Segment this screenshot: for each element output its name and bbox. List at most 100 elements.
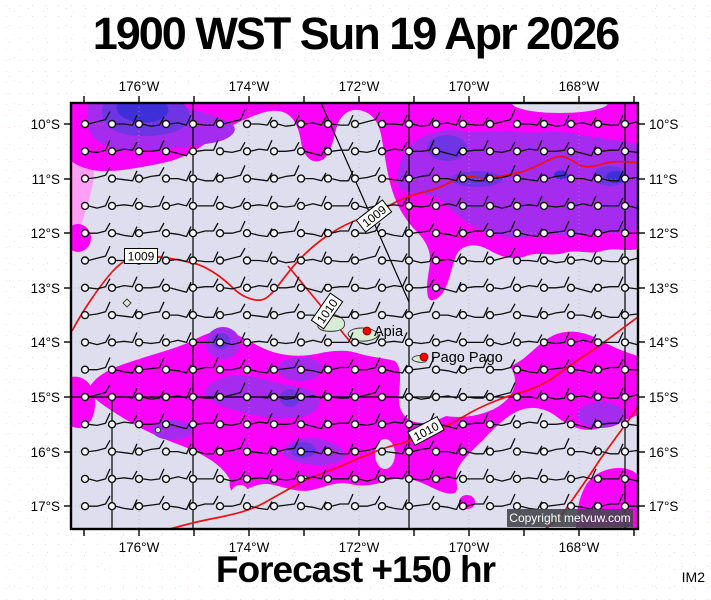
barb-shaft — [466, 172, 489, 182]
wind-barb — [620, 119, 638, 129]
barb-station-circle — [377, 174, 387, 183]
barb-shaft — [358, 278, 381, 290]
barb-shaft — [358, 139, 381, 154]
barb-station-circle — [323, 283, 333, 292]
wind-barb — [107, 470, 138, 484]
barb-shaft — [412, 278, 435, 289]
city-label: Pago Pago — [431, 350, 503, 366]
wind-barb — [485, 276, 516, 292]
barb-shaft — [358, 439, 381, 453]
barb-station-circle — [458, 201, 468, 211]
barb-station-circle — [350, 119, 360, 129]
barb-shaft — [574, 468, 597, 480]
barb-shaft — [466, 222, 489, 234]
wind-barb — [296, 145, 327, 157]
barb-station-circle — [134, 201, 144, 211]
barb-station-circle — [107, 392, 117, 402]
wind-barb — [485, 141, 516, 156]
barb-shaft — [547, 253, 570, 264]
barb-station-circle — [80, 119, 90, 129]
barb-station-circle — [215, 447, 225, 456]
barb-shaft — [520, 468, 543, 480]
barb-shaft — [601, 443, 624, 455]
barb-station-circle — [107, 174, 117, 183]
barb-station-circle — [215, 228, 225, 238]
wind-barb — [323, 387, 354, 402]
barb-station-circle — [593, 119, 603, 129]
wind-barb — [80, 334, 111, 347]
barb-shaft — [142, 412, 165, 425]
lat-label-left: 13°S — [31, 281, 60, 296]
barb-station-circle — [458, 502, 468, 511]
wind-barb — [161, 470, 192, 484]
wind-barb — [215, 332, 246, 347]
barb-station-circle — [566, 474, 576, 484]
wind-barb — [458, 172, 489, 183]
wind-barb — [296, 251, 327, 265]
lon-label-top: 168°W — [559, 79, 600, 94]
barb-shaft — [223, 276, 246, 290]
barb-shaft — [493, 359, 516, 371]
barb-shaft — [466, 116, 489, 126]
wind-barb — [161, 443, 192, 456]
barb-station-circle — [593, 228, 603, 238]
barb-shaft — [277, 141, 300, 152]
wind-barb — [215, 141, 246, 156]
chart-title: 1900 WST Sun 19 Apr 2026 — [92, 8, 621, 59]
wind-barb — [107, 276, 138, 292]
barb-shaft — [169, 470, 192, 480]
barb-shaft — [250, 228, 273, 238]
wind-barb — [512, 172, 543, 183]
wind-barb — [188, 278, 219, 292]
barb-station-circle — [566, 392, 576, 402]
wind-barb — [539, 359, 570, 374]
wind-barb — [188, 307, 219, 320]
barb-station-circle — [431, 256, 441, 265]
wind-barb — [377, 170, 408, 183]
wind-barb — [458, 389, 489, 402]
barb-station-circle — [242, 147, 252, 156]
barb-station-circle — [134, 447, 144, 456]
barb-shaft — [520, 445, 543, 455]
barb-shaft — [385, 387, 408, 399]
barb-shaft — [88, 439, 111, 453]
barb-station-circle — [431, 283, 441, 292]
barb-station-circle — [431, 474, 441, 484]
wind-barb — [188, 222, 219, 238]
barb-shaft — [331, 493, 354, 507]
barb-station-circle — [377, 147, 387, 156]
barb-shaft — [196, 222, 219, 234]
island-wallis — [122, 298, 132, 308]
barb-shaft — [412, 389, 435, 400]
barb-station-circle — [107, 147, 117, 156]
barb-shaft — [88, 357, 111, 371]
wind-barb — [242, 251, 273, 265]
wind-barb — [323, 276, 354, 292]
wind-barb — [161, 226, 192, 238]
barb-station-circle — [431, 228, 441, 238]
barb-station-circle — [80, 256, 90, 265]
wind-barb — [188, 495, 219, 511]
wind-barb — [431, 387, 462, 402]
barb-station-circle — [269, 502, 279, 511]
wind-barb — [134, 334, 165, 347]
barb-shaft — [439, 443, 462, 455]
barb-shaft — [601, 276, 624, 289]
barb-station-circle — [458, 174, 468, 183]
barb-shaft — [412, 301, 435, 316]
barb-station-circle — [431, 392, 441, 402]
wind-barb — [296, 116, 327, 129]
wind-barb — [161, 420, 192, 430]
barb-station-circle — [269, 392, 279, 402]
wind-barb — [593, 114, 624, 129]
wind-barb — [377, 387, 408, 402]
barb-shaft — [196, 139, 219, 152]
barb-shaft — [466, 307, 489, 318]
barb-shaft — [223, 109, 246, 125]
barb-station-circle — [620, 201, 630, 211]
barb-shaft — [520, 412, 543, 425]
barb-shaft — [115, 443, 138, 455]
barb-shaft — [628, 341, 638, 346]
wind-barb — [404, 301, 435, 320]
barb-shaft — [169, 114, 192, 126]
